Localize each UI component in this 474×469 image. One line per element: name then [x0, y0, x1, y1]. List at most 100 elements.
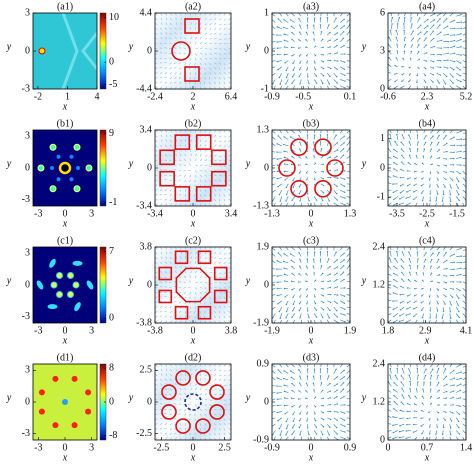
- field-arrow: [169, 310, 172, 314]
- arrow-head: [291, 199, 293, 202]
- arrow-head: [437, 90, 438, 91]
- field-arrow: [164, 315, 168, 318]
- field-arrow: [200, 53, 203, 55]
- field-arrow: [394, 401, 398, 406]
- arrow-head: [299, 141, 301, 143]
- arrow-head: [308, 82, 310, 85]
- field-arrow: [214, 81, 217, 85]
- arrow-head: [431, 258, 433, 261]
- y-axis-label: y: [6, 41, 12, 52]
- arrow-head: [283, 46, 286, 48]
- field-arrow: [285, 436, 289, 440]
- field-arrow: [456, 287, 461, 291]
- field-arrow: [326, 24, 330, 29]
- arrow-head: [460, 255, 462, 257]
- field-arrow: [279, 13, 283, 17]
- arrow-head: [434, 324, 435, 325]
- field-arrow: [228, 67, 232, 69]
- field-arrow: [388, 44, 392, 49]
- arrow-head: [406, 11, 407, 12]
- field-arrow: [396, 251, 399, 257]
- arrow-head: [438, 82, 440, 84]
- field-arrow: [204, 315, 206, 319]
- field-arrow: [416, 17, 420, 23]
- y-tick-label: 0: [147, 396, 152, 407]
- arrow-head: [283, 280, 286, 282]
- field-arrow: [209, 57, 213, 60]
- field-arrow: [399, 417, 405, 419]
- arrow-head: [326, 368, 329, 370]
- field-arrow: [218, 144, 222, 147]
- field-arrow: [339, 13, 343, 17]
- y-tick-label: 3: [25, 248, 30, 259]
- arrow-head: [299, 148, 301, 150]
- field-arrow: [155, 193, 158, 196]
- field-arrow: [462, 79, 466, 82]
- arrow-head: [429, 381, 432, 384]
- colorbar-tick-label: 0: [109, 396, 114, 407]
- arrow-head: [408, 258, 411, 260]
- field-arrow: [214, 37, 217, 40]
- arrow-head: [386, 408, 387, 409]
- arrow-head: [457, 187, 459, 189]
- field-arrow: [456, 46, 462, 49]
- arrow-head: [450, 433, 452, 436]
- field-arrow: [173, 62, 177, 64]
- arrow-head: [425, 252, 427, 254]
- field-arrow: [228, 203, 231, 206]
- field-arrow: [169, 42, 172, 45]
- arrow-head: [290, 280, 293, 283]
- field-arrow: [406, 319, 411, 323]
- field-arrow: [346, 389, 350, 393]
- field-arrow: [455, 313, 460, 318]
- arrow-head: [336, 149, 339, 151]
- arrow-head: [336, 272, 338, 274]
- arrow-head: [466, 62, 467, 63]
- y-tick-label: 4.4: [140, 7, 153, 18]
- field-arrow: [272, 33, 276, 36]
- arrow-head: [343, 170, 346, 172]
- panel-title: (a2): [185, 1, 201, 12]
- arrow-head: [276, 143, 278, 145]
- field-arrow: [455, 202, 459, 206]
- marker: [211, 170, 227, 187]
- arrow-head: [344, 191, 346, 194]
- field-arrow: [169, 251, 172, 255]
- arrow-head: [405, 314, 407, 316]
- field-arrow: [399, 196, 405, 200]
- arrow-head: [386, 439, 387, 440]
- field-arrow: [164, 271, 168, 274]
- arrow-head: [400, 141, 402, 143]
- arrow-head: [336, 38, 338, 40]
- field-arrow: [165, 86, 168, 89]
- field-arrow: [159, 193, 163, 196]
- field-arrow: [164, 169, 167, 171]
- arrow-head: [432, 74, 435, 76]
- panel: [272, 364, 350, 440]
- field-arrow: [169, 72, 172, 75]
- field-arrow: [388, 436, 392, 440]
- field-arrow: [195, 251, 198, 255]
- field-arrow: [209, 42, 213, 45]
- field-arrow: [214, 76, 217, 80]
- arrow-head: [394, 374, 397, 377]
- field-arrow: [340, 417, 345, 421]
- arrow-head: [429, 426, 431, 428]
- arrow-head: [306, 303, 308, 305]
- field-arrow: [209, 18, 212, 21]
- field-arrow: [179, 378, 182, 381]
- field-arrow: [219, 165, 222, 167]
- field-arrow: [214, 154, 217, 157]
- field-arrow: [462, 202, 465, 206]
- field-arrow: [175, 12, 177, 16]
- field-arrow: [159, 378, 163, 381]
- arrow-head: [322, 309, 325, 311]
- field-arrow: [423, 375, 426, 380]
- field-arrow: [442, 364, 446, 368]
- arrow-head: [396, 250, 398, 253]
- field-arrow: [199, 158, 203, 162]
- field-arrow: [175, 320, 177, 324]
- field-arrow: [164, 423, 168, 426]
- field-arrow: [394, 258, 399, 264]
- arrow-head: [277, 69, 279, 71]
